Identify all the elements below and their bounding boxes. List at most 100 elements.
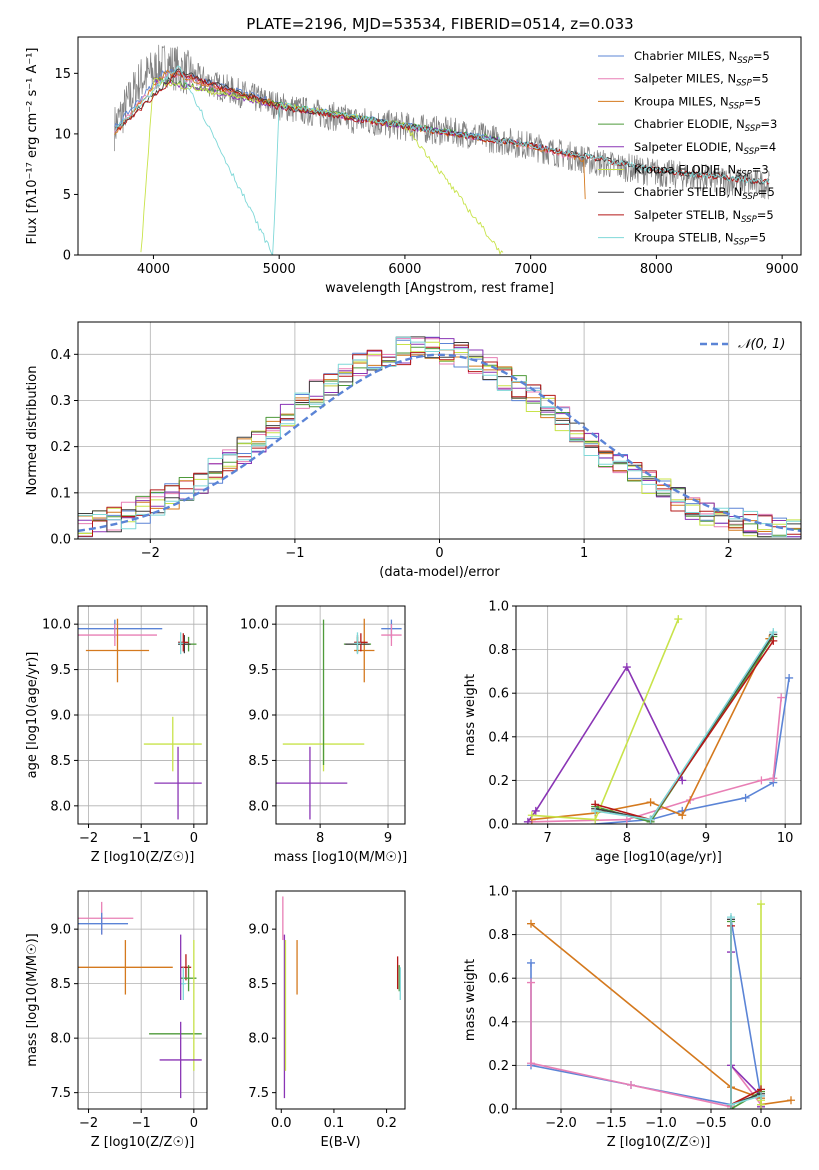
figure-title: PLATE=2196, MJD=53534, FIBERID=0514, z=0… bbox=[246, 15, 633, 33]
legend-entry: Salpeter STELIB, NSSP=5 bbox=[634, 208, 774, 225]
x-axis-label: Z [log10(Z/Z☉)] bbox=[607, 1135, 711, 1150]
data-point bbox=[180, 967, 186, 1000]
marker-plus bbox=[678, 811, 687, 820]
x-tick-label: 0.1 bbox=[324, 1116, 345, 1131]
axes-spectrum: 4000 5000 6000 7000 8000 9000 0 5 10 15 wavelength… bbox=[25, 36, 802, 296]
axes-frame bbox=[77, 890, 208, 1110]
y-axis-label: age [log10(age/yr)] bbox=[25, 652, 40, 779]
x-tick-label: 8000 bbox=[640, 262, 673, 277]
y-tick-label: 9.5 bbox=[50, 663, 71, 678]
legend-entry: Kroupa ELODIE, NSSP=3 bbox=[634, 163, 769, 180]
histogram-step bbox=[78, 344, 801, 537]
x-tick-label: 8 bbox=[316, 831, 324, 846]
x-tick-label: −1 bbox=[132, 831, 151, 846]
x-tick-label: −1.5 bbox=[595, 1116, 627, 1131]
axes-age_vs_mass: 8 9 8.0 8.5 9.0 9.5 10.0 mass [log10(M/M☉)] bbox=[240, 605, 407, 865]
series-line bbox=[530, 918, 762, 1106]
data-point bbox=[159, 1021, 202, 1099]
data-point bbox=[178, 632, 184, 655]
plot-area bbox=[78, 336, 801, 538]
legend: 𝒩(0, 1) bbox=[700, 337, 785, 352]
y-tick-label: 0.2 bbox=[488, 774, 509, 789]
legend-entry: Salpeter MILES, NSSP=5 bbox=[634, 72, 769, 89]
y-tick-label: 1.0 bbox=[488, 600, 509, 615]
x-axis-label: Z [log10(Z/Z☉)] bbox=[91, 1135, 195, 1150]
legend-entry: Chabrier STELIB, NSSP=5 bbox=[634, 185, 775, 202]
marker-plus bbox=[757, 900, 765, 909]
x-tick-label: 5000 bbox=[263, 262, 296, 277]
y-tick-label: 8.0 bbox=[248, 1032, 269, 1047]
legend-entry: Kroupa MILES, NSSP=5 bbox=[634, 94, 761, 111]
marker-plus bbox=[757, 1100, 765, 1109]
x-tick-label: 4000 bbox=[137, 262, 170, 277]
y-tick-label: 0.3 bbox=[50, 394, 71, 409]
axes-frame bbox=[515, 605, 802, 825]
x-tick-label: −0.5 bbox=[695, 1116, 727, 1131]
data-point bbox=[78, 624, 157, 646]
y-tick-label: 0.6 bbox=[488, 972, 509, 987]
y-tick-label: 8.0 bbox=[50, 799, 71, 814]
y-tick-label: 9.0 bbox=[248, 709, 269, 724]
axes-frame bbox=[515, 890, 802, 1110]
y-axis-label: mass weight bbox=[463, 674, 478, 756]
legend-entry: Kroupa STELIB, NSSP=5 bbox=[634, 231, 766, 248]
model-spectrum-line bbox=[115, 65, 770, 255]
series-line bbox=[595, 631, 774, 821]
data-point bbox=[143, 716, 202, 772]
x-axis-label: Z [log10(Z/Z☉)] bbox=[91, 850, 195, 865]
legend-entry: Chabrier MILES, NSSP=5 bbox=[634, 49, 770, 66]
x-tick-label: −1.0 bbox=[645, 1116, 677, 1131]
series-line bbox=[531, 697, 782, 823]
plot-area bbox=[527, 900, 795, 1109]
y-tick-label: 8.0 bbox=[50, 1032, 71, 1047]
marker-plus bbox=[769, 628, 778, 637]
x-axis-label: wavelength [Angstrom, rest frame] bbox=[325, 281, 554, 296]
y-axis-label: mass [log10(M/M☉)] bbox=[25, 933, 40, 1066]
x-axis-label: age [log10(age/yr)] bbox=[595, 850, 722, 865]
marker-plus bbox=[627, 1081, 635, 1090]
marker-plus bbox=[646, 815, 655, 824]
marker-plus bbox=[527, 958, 535, 967]
x-tick-label: −2 bbox=[141, 546, 160, 561]
y-axis-label: Flux [fλ10⁻¹⁷ erg cm⁻² s⁻¹ A⁻¹] bbox=[25, 48, 40, 245]
x-axis-label: E(B-V) bbox=[320, 1135, 360, 1150]
legend-entry: Chabrier ELODIE, NSSP=3 bbox=[634, 117, 777, 134]
marker-plus bbox=[757, 776, 766, 785]
x-tick-label: 0 bbox=[190, 831, 198, 846]
x-tick-label: 0.2 bbox=[376, 1116, 397, 1131]
series-line bbox=[594, 636, 774, 823]
y-tick-label: 15 bbox=[54, 67, 71, 82]
series-line bbox=[595, 633, 774, 821]
y-tick-label: 0.4 bbox=[50, 348, 71, 363]
y-tick-label: 9.0 bbox=[50, 709, 71, 724]
x-tick-label: 9 bbox=[384, 831, 392, 846]
x-tick-label: −1 bbox=[285, 546, 304, 561]
marker-plus bbox=[527, 1059, 535, 1068]
plot-area bbox=[78, 901, 202, 1099]
y-tick-label: 5 bbox=[63, 188, 71, 203]
y-tick-label: 10 bbox=[54, 127, 71, 142]
plot-area bbox=[78, 618, 202, 820]
marker-plus bbox=[777, 693, 786, 702]
marker-plus bbox=[674, 615, 683, 624]
series-line bbox=[530, 982, 762, 1108]
axes-frame bbox=[77, 36, 802, 256]
x-tick-label: 7000 bbox=[514, 262, 547, 277]
series-line bbox=[531, 638, 771, 821]
plot-area bbox=[282, 896, 401, 1099]
y-tick-label: 8.5 bbox=[248, 977, 269, 992]
axes-massweight_vs_age: 7 8 9 10 0.0 0.2 0.4 0.6 0.8 1.0 age [log10(age/yr… bbox=[463, 600, 802, 865]
marker-plus bbox=[727, 1100, 735, 1109]
y-tick-label: 9.0 bbox=[50, 923, 71, 938]
x-axis-label: (data-model)/error bbox=[379, 565, 500, 580]
x-tick-label: 10 bbox=[777, 831, 794, 846]
axes-massweight_vs_Z: −2.0 −1.5 −1.0 −0.5 0.0 0.0 0.2 0.4 0.6 0.8 1.0 Z [… bbox=[463, 885, 802, 1150]
marker-plus bbox=[785, 673, 794, 682]
legend-entry: 𝒩(0, 1) bbox=[738, 337, 785, 352]
series-line bbox=[527, 666, 684, 823]
marker-plus bbox=[787, 1096, 795, 1105]
data-point bbox=[178, 633, 189, 652]
data-point bbox=[381, 624, 402, 646]
x-tick-label: −2 bbox=[79, 1116, 98, 1131]
series-line bbox=[595, 677, 790, 824]
